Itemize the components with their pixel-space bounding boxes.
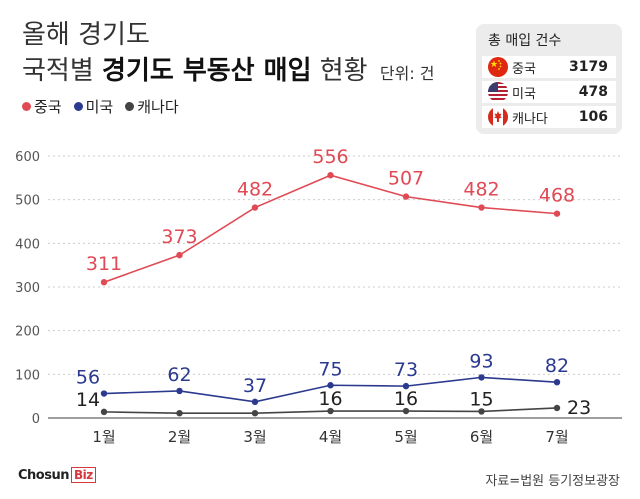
y-tick-label: 500 — [15, 194, 40, 209]
data-point — [553, 210, 561, 217]
y-tick-label: 200 — [15, 325, 40, 340]
y-tick-label: 600 — [15, 150, 40, 165]
data-point — [100, 390, 108, 397]
china-flag-icon — [488, 57, 508, 77]
data-point — [327, 407, 334, 415]
y-tick-label: 0 — [32, 412, 40, 427]
legend-item-usa: 미국 — [73, 96, 114, 117]
data-label: 82 — [545, 355, 569, 377]
summary-name-china: 중국 — [512, 61, 536, 77]
data-label: 482 — [463, 179, 499, 201]
y-tick-label: 100 — [15, 368, 40, 383]
data-label: 62 — [167, 364, 191, 386]
x-tick-label: 1월 — [92, 428, 115, 446]
legend-dot-canada — [125, 102, 135, 111]
summary-value-canada: 106 — [578, 109, 608, 125]
summary-value-usa: 478 — [578, 84, 608, 100]
data-label: 37 — [243, 375, 267, 397]
data-point — [251, 204, 259, 211]
data-point — [251, 409, 259, 417]
data-point — [402, 382, 410, 390]
data-label: 73 — [394, 359, 418, 381]
data-point — [478, 408, 485, 415]
data-point — [327, 382, 334, 389]
data-point — [176, 387, 183, 395]
title-prefix: 국적별 — [22, 56, 94, 86]
data-point — [553, 378, 561, 386]
unit-label: 단위: 건 — [379, 64, 435, 83]
usa-flag-icon — [488, 82, 508, 102]
data-label: 311 — [86, 253, 122, 275]
data-label: 14 — [76, 389, 100, 411]
footer-logo: Chosun Biz — [18, 467, 96, 483]
title-line2: 국적별 경기도 부동산 매입 현황 단위: 건 — [22, 50, 435, 87]
summary-name-usa: 미국 — [512, 86, 536, 102]
data-label: 75 — [318, 358, 342, 380]
data-point — [402, 407, 410, 415]
data-point — [251, 398, 259, 406]
y-tick-label: 300 — [15, 281, 40, 296]
x-tick-label: 5월 — [394, 428, 417, 446]
summary-row-usa: 미국 478 — [482, 81, 616, 103]
data-label: 507 — [388, 168, 424, 190]
data-label: 93 — [469, 350, 493, 372]
canada-flag-icon — [488, 107, 508, 127]
x-tick-label: 3월 — [243, 428, 266, 446]
title-suffix: 현황 — [319, 56, 368, 86]
logo-text: Chosun — [18, 468, 69, 483]
x-tick-label: 6월 — [470, 428, 493, 446]
data-label: 556 — [312, 146, 348, 168]
legend-label-china: 중국 — [34, 98, 62, 116]
legend-dot-china — [22, 102, 31, 111]
legend-item-canada: 캐나다 — [125, 96, 179, 117]
y-tick-label: 400 — [15, 237, 40, 252]
footer-source: 자료=법원 등기정보광장 — [485, 474, 620, 489]
data-point — [478, 374, 485, 381]
data-label: 15 — [469, 388, 493, 410]
summary-row-china: 중국 3179 — [482, 56, 616, 78]
data-label: 482 — [237, 179, 273, 201]
data-label: 16 — [318, 388, 342, 410]
data-point — [478, 204, 485, 211]
legend-label-canada: 캐나다 — [137, 98, 179, 116]
summary-row-canada: 캐나다 106 — [482, 106, 616, 128]
x-tick-label: 7월 — [545, 428, 568, 446]
data-point — [327, 172, 334, 179]
x-tick-label: 4월 — [319, 428, 342, 446]
legend-dot-usa — [73, 102, 83, 111]
data-point — [176, 251, 183, 259]
data-label: 373 — [161, 226, 197, 248]
legend-item-china: 중국 — [22, 96, 62, 117]
data-point — [402, 193, 410, 200]
x-tick-label: 2월 — [168, 428, 191, 446]
summary-name-canada: 캐나다 — [512, 111, 548, 127]
legend: 중국 미국 캐나다 — [22, 96, 179, 117]
logo-accent: Biz — [70, 467, 96, 483]
data-label: 23 — [567, 397, 591, 419]
data-label: 16 — [394, 388, 418, 410]
summary-value-china: 3179 — [569, 59, 608, 75]
data-point — [100, 408, 108, 416]
title-line1: 올해 경기도 — [22, 20, 150, 50]
data-point — [553, 404, 561, 412]
title-bold: 경기도 부동산 매입 — [102, 56, 312, 86]
data-label: 468 — [539, 185, 575, 207]
summary-title: 총 매입 건수 — [488, 33, 562, 49]
data-point — [176, 409, 183, 417]
summary-box: 총 매입 건수 중국 3179 — [476, 24, 622, 134]
legend-label-usa: 미국 — [85, 98, 114, 116]
data-label: 56 — [76, 367, 100, 389]
data-point — [100, 278, 108, 286]
